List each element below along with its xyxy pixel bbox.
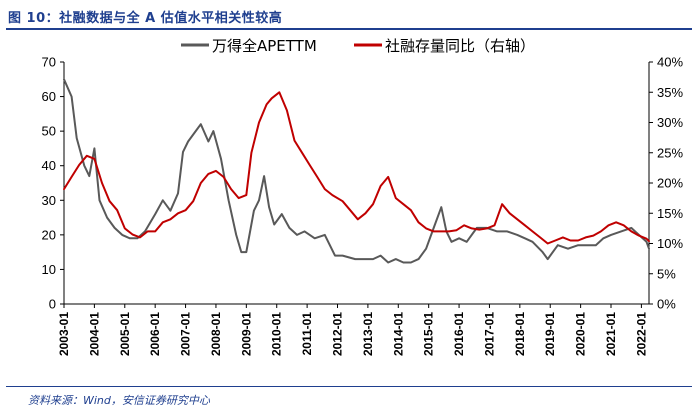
x-tick-label: 2005-01 (118, 312, 132, 356)
title-rule (6, 28, 692, 30)
right-tick-label: 15% (657, 206, 683, 221)
series-line-credit (63, 91, 650, 245)
left-tick-label: 10 (42, 262, 56, 277)
x-tick-label: 2004-01 (87, 312, 101, 356)
x-tick-label: 2011-01 (300, 312, 314, 356)
chart: 0 10 20 30 40 50 60 70 0% 5% 10% 15% 20% 25% 30% 35% 40… (42, 37, 684, 356)
left-tick-label: 60 (42, 89, 56, 104)
left-tick-label: 30 (42, 193, 56, 208)
x-tick-label: 2006-01 (148, 312, 162, 356)
right-tick-label: 0% (657, 297, 676, 312)
right-tick-label: 5% (657, 266, 676, 281)
series-layer (63, 78, 650, 264)
x-axis-ticks: 2003-01 2004-01 2005-01 2006-01 2007-01 2008-… (57, 304, 648, 356)
legend: 万得全APETTM 社融存量同比（右轴） (181, 37, 535, 55)
right-tick-label: 10% (657, 236, 683, 251)
x-tick-label: 2015-01 (422, 312, 436, 356)
bottom-rule (6, 386, 692, 387)
x-tick-label: 2013-01 (361, 312, 375, 356)
left-tick-label: 70 (42, 55, 56, 70)
x-tick-label: 2014-01 (391, 312, 405, 356)
right-tick-label: 30% (657, 115, 683, 130)
x-tick-label: 2020-01 (574, 312, 588, 356)
left-tick-label: 50 (42, 124, 56, 139)
legend-label-pe: 万得全APETTM (212, 37, 317, 55)
left-axis-ticks: 0 10 20 30 40 50 60 70 (42, 55, 64, 312)
x-tick-label: 2010-01 (270, 312, 284, 356)
left-tick-label: 20 (42, 227, 56, 242)
axes (63, 62, 650, 305)
source-note: 资料来源：Wind，安信证券研究中心 (28, 394, 210, 407)
left-tick-label: 0 (49, 297, 56, 312)
x-tick-label: 2003-01 (57, 312, 71, 356)
left-tick-label: 40 (42, 158, 56, 173)
series-line-pe (63, 78, 650, 264)
x-tick-label: 2008-01 (209, 312, 223, 356)
x-tick-label: 2018-01 (513, 312, 527, 356)
figure-title: 图 10：社融数据与全 A 估值水平相关性较高 (8, 11, 283, 26)
x-tick-label: 2017-01 (482, 312, 496, 356)
x-tick-label: 2016-01 (452, 312, 466, 356)
right-tick-label: 35% (657, 85, 683, 100)
right-tick-label: 40% (657, 55, 683, 70)
x-tick-label: 2007-01 (179, 312, 193, 356)
right-axis-ticks: 0% 5% 10% 15% 20% 25% 30% 35% 40% (649, 55, 683, 312)
x-tick-label: 2021-01 (604, 312, 618, 356)
right-tick-label: 20% (657, 176, 683, 191)
x-tick-label: 2009-01 (239, 312, 253, 356)
x-tick-label: 2019-01 (543, 312, 557, 356)
legend-label-credit: 社融存量同比（右轴） (385, 37, 535, 55)
x-tick-label: 2022-01 (634, 312, 648, 356)
x-tick-label: 2012-01 (331, 312, 345, 356)
right-tick-label: 25% (657, 145, 683, 160)
